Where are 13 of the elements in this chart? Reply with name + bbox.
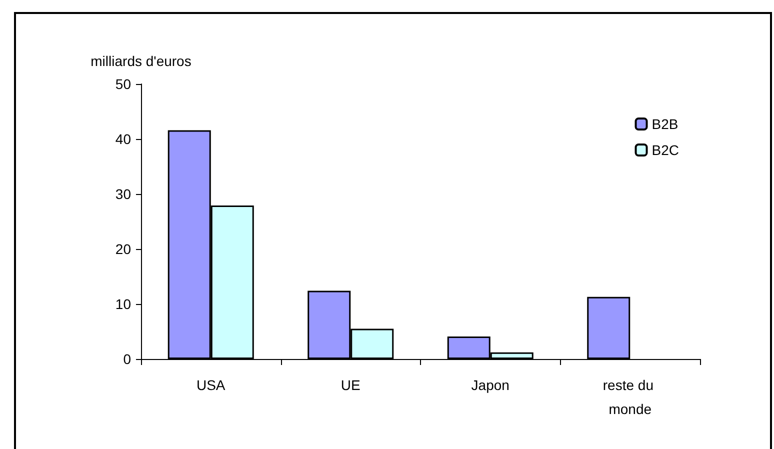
legend-label: B2C: [652, 142, 679, 158]
y-tick-label: 0: [123, 351, 132, 367]
x-tick-label: UE: [340, 377, 360, 393]
y-tick-label: 20: [115, 241, 132, 257]
x-tick-label: reste du monde: [602, 377, 658, 417]
x-tick-label: Japon: [471, 377, 510, 393]
y-tick-label: 40: [115, 131, 132, 147]
y-axis-title: milliards d'euros: [90, 53, 192, 69]
y-tick-label: 50: [115, 76, 132, 92]
x-tick-label: USA: [196, 377, 226, 393]
legend-label: B2B: [652, 116, 678, 132]
y-tick-label: 30: [115, 186, 132, 202]
y-tick-label: 10: [115, 296, 132, 312]
